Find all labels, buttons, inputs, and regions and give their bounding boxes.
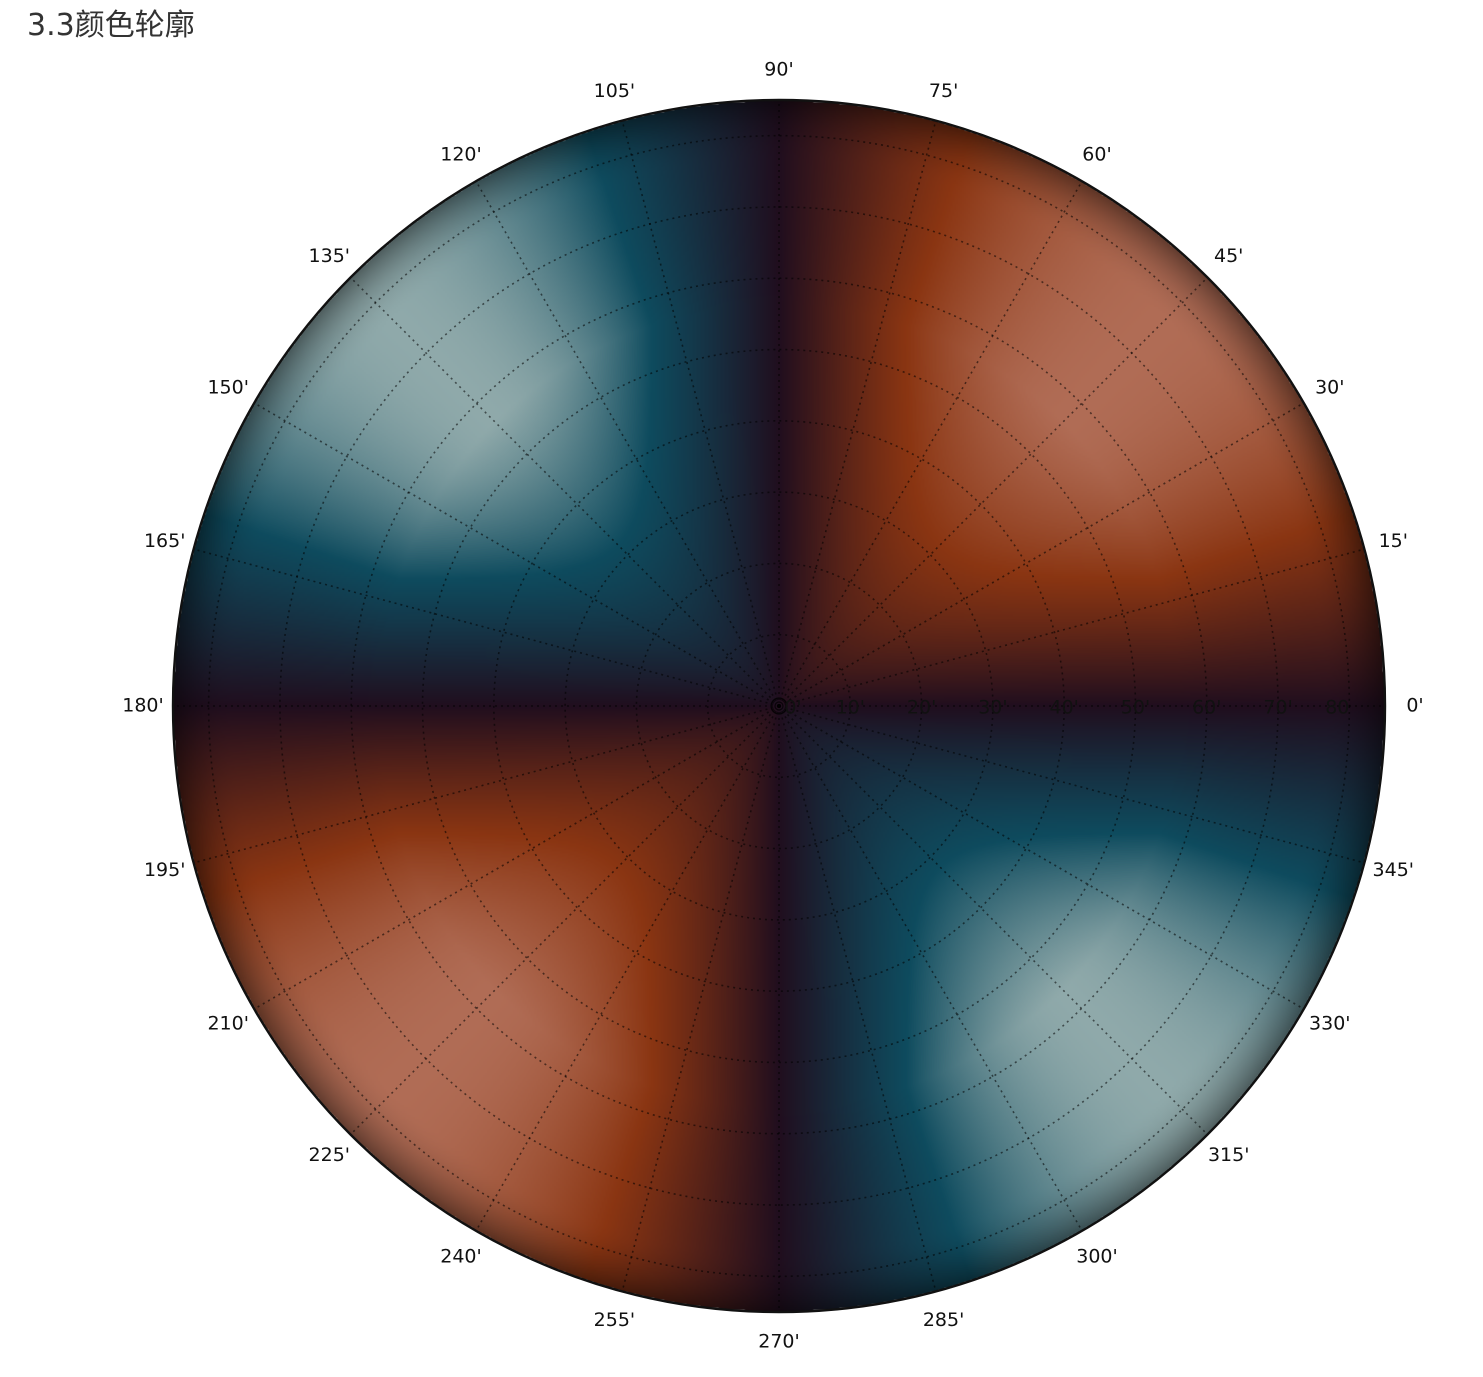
angular-grid-spoke bbox=[778, 402, 1305, 707]
radial-grid-circle bbox=[493, 420, 1065, 992]
theta-tick-label: 345' bbox=[1373, 859, 1415, 881]
angular-grid-spoke bbox=[349, 276, 780, 707]
radial-grid-circle bbox=[706, 633, 852, 779]
angular-grid-spoke bbox=[253, 402, 780, 707]
angular-grid-spoke bbox=[349, 705, 780, 1136]
radial-tick-label: 70' bbox=[1263, 697, 1292, 719]
theta-tick-label: 210' bbox=[207, 1013, 249, 1035]
theta-tick-label: 225' bbox=[309, 1144, 351, 1166]
polar-frame bbox=[171, 98, 1387, 1314]
angular-grid-spoke bbox=[621, 120, 780, 707]
angular-grid-spoke bbox=[778, 120, 937, 707]
radial-grid-circle bbox=[635, 562, 923, 850]
angular-grid-spoke bbox=[778, 705, 937, 1292]
center-ring bbox=[770, 697, 788, 715]
radial-tick-label: 10' bbox=[836, 697, 865, 719]
theta-tick-label: 255' bbox=[594, 1309, 636, 1331]
theta-tick-label: 60' bbox=[1082, 144, 1111, 166]
radial-tick-label: 20' bbox=[907, 697, 936, 719]
angular-grid-spoke bbox=[778, 705, 1305, 1010]
angular-grid-spoke bbox=[621, 705, 780, 1292]
theta-tick-label: 270' bbox=[758, 1331, 800, 1353]
radial-tick-label: 80 bbox=[1325, 697, 1349, 719]
angular-grid-spoke bbox=[253, 705, 780, 1010]
angular-grid-spoke bbox=[778, 705, 1365, 864]
theta-tick-label: 75' bbox=[929, 80, 958, 102]
theta-tick-label: 135' bbox=[309, 245, 351, 267]
radial-tick-label: 50' bbox=[1121, 697, 1150, 719]
theta-tick-label: 300' bbox=[1076, 1245, 1118, 1267]
theta-tick-label: 285' bbox=[923, 1309, 965, 1331]
section-heading: 3.3颜色轮廓 bbox=[27, 8, 195, 43]
angular-grid-spoke bbox=[193, 548, 780, 707]
theta-tick-label: 195' bbox=[144, 859, 186, 881]
angular-grid-spoke bbox=[193, 705, 780, 864]
theta-tick-label: 15' bbox=[1379, 530, 1408, 552]
theta-tick-label: 120' bbox=[440, 144, 482, 166]
center-ring bbox=[774, 701, 784, 711]
angular-grid-spoke bbox=[778, 705, 1209, 1136]
theta-tick-label: 330' bbox=[1309, 1013, 1351, 1035]
theta-tick-label: 180' bbox=[122, 695, 164, 717]
theta-tick-label: 150' bbox=[207, 377, 249, 399]
theta-tick-labels: 0' 15' 30' 45' 60' 75' 90' 105' 120' 135' 150' 165'… bbox=[122, 59, 1423, 1353]
angular-grid-spoke bbox=[778, 276, 1209, 707]
radial-grid-circle bbox=[421, 348, 1137, 1064]
radial-tick-label: 40' bbox=[1049, 697, 1078, 719]
radial-tick-label: 60' bbox=[1192, 697, 1221, 719]
theta-tick-label: 165' bbox=[144, 530, 186, 552]
theta-tick-label: 105' bbox=[594, 80, 636, 102]
theta-tick-label: 90' bbox=[764, 59, 793, 81]
radial-grid-circle bbox=[564, 491, 994, 921]
radial-tick-label: 0' bbox=[784, 697, 801, 719]
theta-tick-label: 240' bbox=[440, 1245, 482, 1267]
polar-grid bbox=[173, 100, 1385, 1312]
angular-grid-spoke bbox=[778, 548, 1365, 707]
angular-grid-spoke bbox=[778, 180, 1083, 707]
theta-tick-label: 0' bbox=[1406, 695, 1423, 717]
theta-tick-label: 315' bbox=[1208, 1144, 1250, 1166]
angular-grid-spoke bbox=[475, 180, 780, 707]
radial-tick-labels: 0' 10' 20' 30' 40' 50' 60' 70' 80 bbox=[784, 697, 1349, 719]
radial-tick-label: 30' bbox=[978, 697, 1007, 719]
theta-tick-label: 30' bbox=[1315, 377, 1344, 399]
theta-tick-label: 45' bbox=[1214, 245, 1243, 267]
angular-grid-spoke bbox=[475, 705, 780, 1232]
angular-grid-spoke bbox=[778, 705, 1083, 1232]
